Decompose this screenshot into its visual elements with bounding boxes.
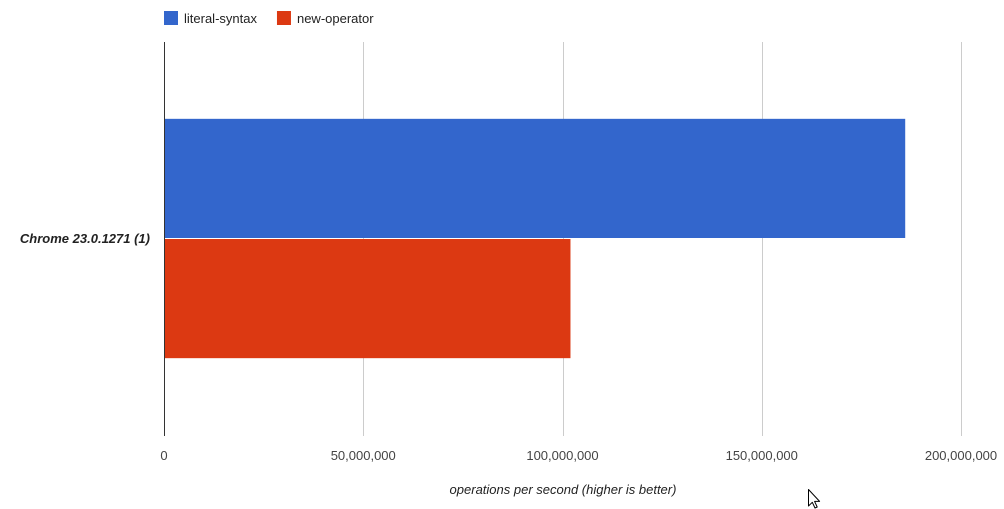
legend-swatch-new-operator [276,11,291,25]
x-tick-label-3: 150,000,000 [726,448,798,463]
category-labels: Chrome 23.0.1271 (1) [20,231,150,246]
x-tick-label-1: 50,000,000 [331,448,396,463]
x-axis-ticks: 0 50,000,000 100,000,000 150,000,000 200,000… [160,448,997,463]
x-tick-label-4: 200,000,000 [925,448,997,463]
category-label-0: Chrome 23.0.1271 (1) [20,231,150,246]
x-axis-title: operations per second (higher is better) [450,482,677,497]
bar-new-operator-0 [164,239,571,359]
x-tick-label-2: 100,000,000 [526,448,598,463]
legend-label-new-operator: new-operator [297,11,374,26]
x-tick-label-0: 0 [160,448,167,463]
mouse-cursor-icon [808,489,821,509]
legend: literal-syntax new-operator [164,11,374,26]
legend-swatch-literal-syntax [164,11,178,25]
bars [164,118,906,359]
legend-label-literal-syntax: literal-syntax [184,11,257,26]
bar-literal-syntax-0 [164,118,906,238]
